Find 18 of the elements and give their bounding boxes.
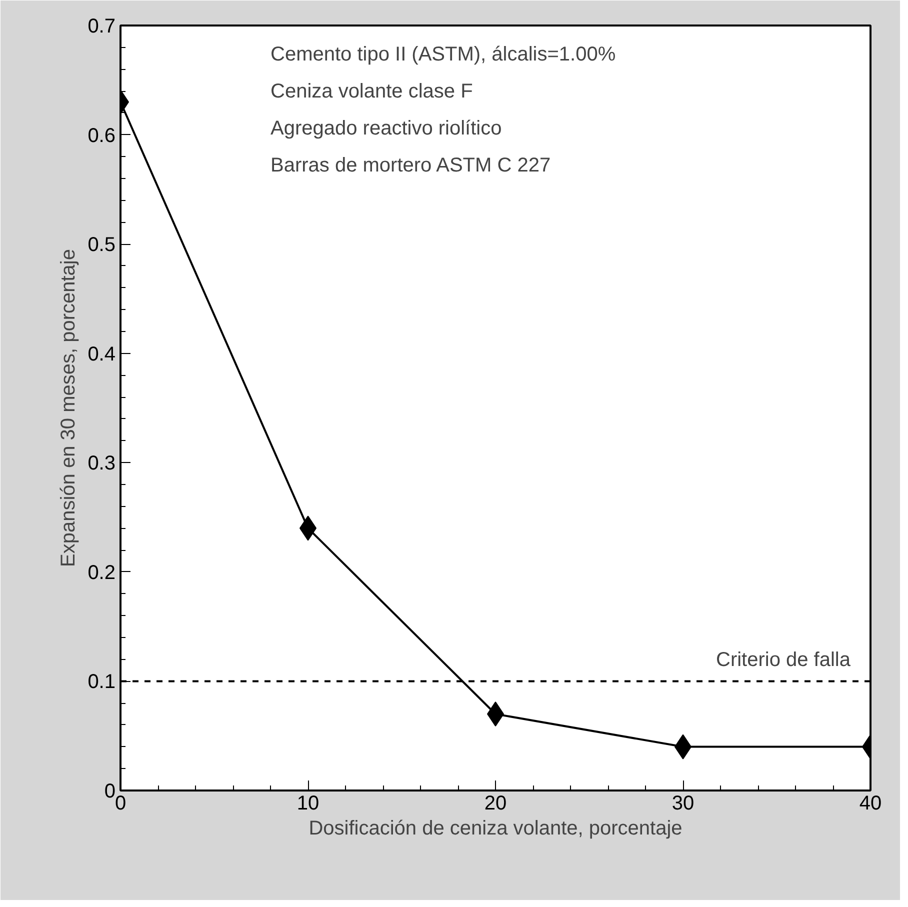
x-axis-title: Dosificación de ceniza volante, porcentaje [308, 818, 682, 840]
annotation: Ceniza volante clase F [270, 80, 473, 102]
y-tick-label: 0.4 [88, 343, 116, 366]
x-tick-label: 20 [484, 792, 507, 814]
x-tick-label: 40 [859, 792, 882, 814]
annotation: Cemento tipo II (ASTM), álcalis=1.00% [270, 44, 616, 66]
y-axis-title: Expansión en 30 meses, porcentaje [58, 249, 80, 567]
ref-line-label: Criterio de falla [716, 649, 852, 672]
y-tick-label: 0.2 [88, 562, 116, 584]
x-tick-label: 30 [672, 792, 694, 814]
annotation: Barras de mortero ASTM C 227 [270, 154, 551, 176]
y-tick-label: 0.7 [88, 16, 116, 38]
y-tick-label: 0.1 [88, 671, 116, 694]
y-tick-label: 0.5 [88, 234, 116, 256]
x-tick-label: 10 [296, 792, 320, 814]
y-tick-label: 0.6 [88, 124, 116, 147]
annotation: Agregado reactivo riolítico [270, 118, 502, 140]
y-tick-label: 0.3 [88, 452, 116, 475]
